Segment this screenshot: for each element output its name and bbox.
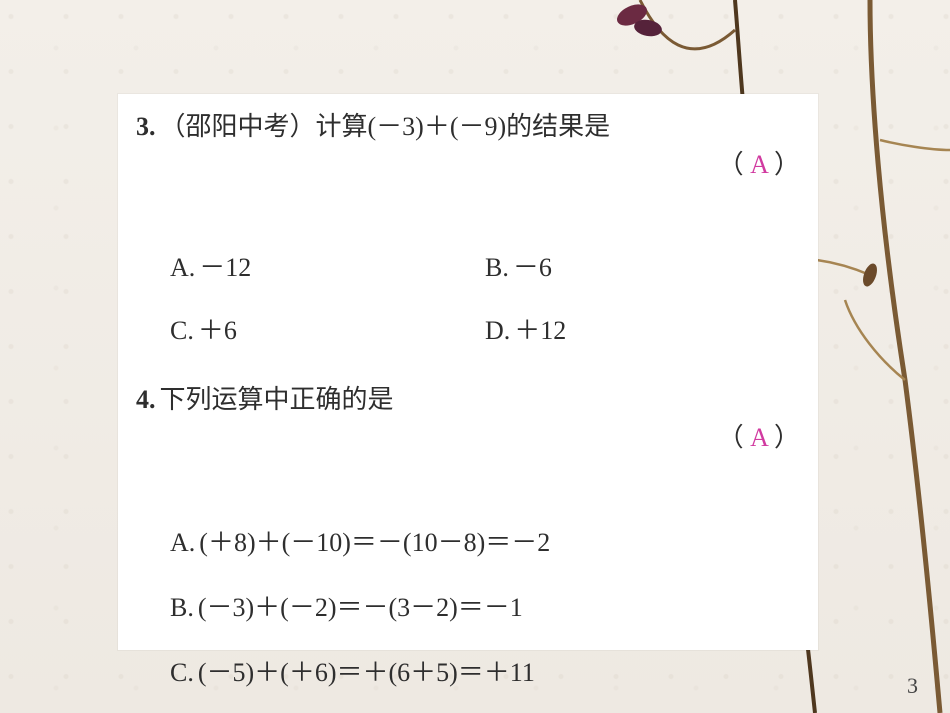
option-text: (－5)＋(＋6)＝＋(6＋5)＝＋11 [198,658,535,687]
option-label: C. [170,316,194,345]
option-text: －12 [199,253,251,282]
page-root: 3. （邵阳中考） 计算(－3)＋(－9)的结果是 （ A ） A.－12 B.… [0,0,950,713]
q3-note: （邵阳中考） [160,108,316,146]
option-text: ＋6 [198,316,237,345]
paren-close: ） [767,150,800,179]
option-label: A. [170,253,195,282]
q3-answer: A [750,150,767,179]
option-text: ＋12 [514,316,566,345]
q3-option-c: C.＋6 [170,310,485,347]
option-label: B. [485,253,509,282]
q4-answer-paren: （ A ） [666,381,800,494]
option-label: A. [170,528,195,557]
q3-option-a: A.－12 [170,247,485,284]
q4-stem: 下列运算中正确的是 [160,381,394,419]
option-label: B. [170,593,194,622]
q3-stem-line: 3. （邵阳中考） 计算(－3)＋(－9)的结果是 （ A ） [136,108,800,221]
option-label: D. [485,316,510,345]
option-label: C. [170,658,194,687]
paren-open: （ [718,150,751,179]
option-text: (＋8)＋(－10)＝－(10－8)＝－2 [199,528,550,557]
question-panel: 3. （邵阳中考） 计算(－3)＋(－9)的结果是 （ A ） A.－12 B.… [118,94,818,650]
paren-close: ） [767,423,800,452]
q4-option-b: B.(－3)＋(－2)＝－(3－2)＝－1 [170,587,800,624]
q4-option-c: C.(－5)＋(＋6)＝＋(6＋5)＝＋11 [170,652,800,689]
q3-answer-paren: （ A ） [666,108,800,221]
q4-stem-line: 4. 下列运算中正确的是 （ A ） [136,381,800,494]
option-text: (－3)＋(－2)＝－(3－2)＝－1 [198,593,523,622]
paren-open: （ [718,423,751,452]
q4-answer: A [750,423,767,452]
q4-options: A.(＋8)＋(－10)＝－(10－8)＝－2 B.(－3)＋(－2)＝－(3－… [170,522,800,713]
page-number: 3 [907,673,918,699]
q3-option-b: B.－6 [485,247,800,284]
q4-option-a: A.(＋8)＋(－10)＝－(10－8)＝－2 [170,522,800,559]
q3-options: A.－12 B.－6 C.＋6 D.＋12 [170,247,800,347]
q3-stem: 计算(－3)＋(－9)的结果是 [316,108,611,146]
option-text: －6 [513,253,552,282]
q3-number: 3. [136,108,156,146]
q3-option-d: D.＋12 [485,310,800,347]
q4-number: 4. [136,381,156,419]
